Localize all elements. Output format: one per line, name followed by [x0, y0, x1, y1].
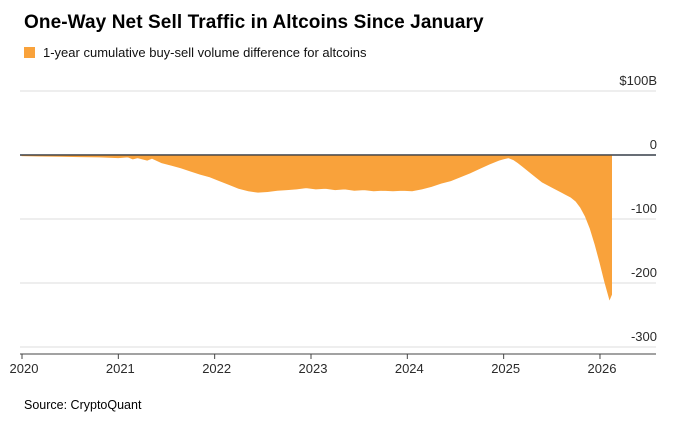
x-axis-tick-label: 2024: [395, 361, 424, 376]
area-series: [21, 154, 612, 301]
legend-label: 1-year cumulative buy-sell volume differ…: [43, 45, 367, 60]
x-axis-tick-label: 2023: [299, 361, 328, 376]
y-axis-tick-label: $100B: [619, 73, 657, 88]
legend: 1-year cumulative buy-sell volume differ…: [24, 45, 366, 60]
legend-square-swatch-icon: [24, 47, 35, 58]
x-axis-tick-label: 2026: [588, 361, 617, 376]
y-axis-tick-label: -300: [631, 329, 657, 344]
y-axis-tick-label: 0: [650, 137, 657, 152]
source-text: Source: CryptoQuant: [24, 398, 142, 412]
chart-plot-area: $100B 0 -100 -200 -300 2020 2021 2022 2023 2024 20…: [0, 60, 680, 380]
x-axis-tick-label: 2022: [202, 361, 231, 376]
y-axis-tick-label: -200: [631, 265, 657, 280]
chart-title: One-Way Net Sell Traffic in Altcoins Sin…: [24, 12, 484, 33]
x-axis-tick-label: 2020: [10, 361, 39, 376]
x-axis-tick-label: 2025: [491, 361, 520, 376]
area-chart-svg: $100B 0 -100 -200 -300 2020 2021 2022 2023 2024 20…: [10, 73, 657, 376]
y-axis-tick-label: -100: [631, 201, 657, 216]
x-axis-tick-label: 2021: [106, 361, 135, 376]
